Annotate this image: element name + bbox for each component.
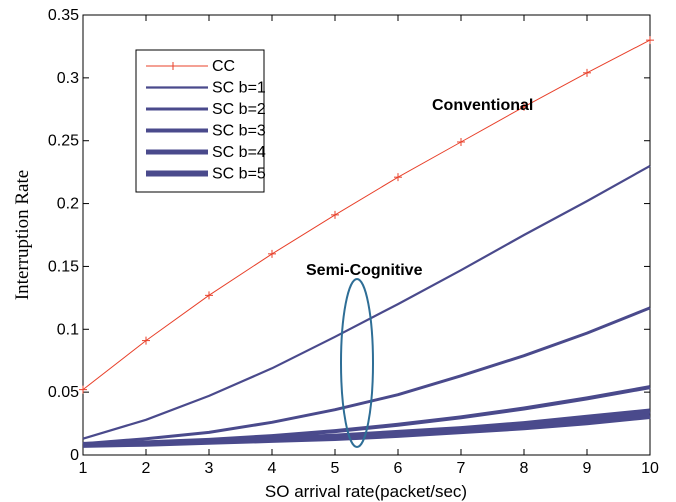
legend-box: [135, 49, 265, 193]
legend-label: SC b=5: [212, 166, 266, 183]
cc-point-marker: [457, 137, 465, 146]
series-line-sc-b-1: [82, 164, 651, 440]
cc-point-marker: [583, 68, 591, 77]
annotation-semi-cognitive: Semi-Cognitive: [306, 262, 423, 279]
y-tick-label: 0.2: [57, 196, 79, 213]
cc-point-marker: [142, 336, 150, 345]
x-tick-label: 1: [79, 460, 88, 477]
x-tick-label: 4: [268, 460, 277, 477]
series-line-cc: [82, 39, 651, 390]
cc-point-marker: [268, 249, 276, 258]
cc-point-marker: [331, 210, 339, 219]
series-line-sc-b-2: [82, 306, 651, 446]
legend-label: SC b=3: [212, 123, 266, 140]
cc-point-marker: [646, 36, 654, 45]
legend-item: SC b=1: [146, 80, 266, 97]
legend-label: SC b=1: [212, 80, 266, 97]
legend-item: CC: [146, 58, 235, 75]
x-axis: 1 2 3 4 5 6 7 8 9 10: [79, 15, 659, 477]
y-axis: 0 0.05 0.1 0.15 0.2 0.25 0.3 0.35: [48, 7, 650, 464]
cc-point-marker: [205, 291, 213, 300]
series-layer: [79, 36, 654, 448]
legend-item: SC b=2: [146, 101, 266, 118]
legend-label: CC: [212, 58, 235, 75]
series-line-sc-b-5: [82, 413, 651, 448]
cc-point-marker: [520, 102, 528, 111]
legend-item: SC b=4: [146, 144, 266, 161]
y-tick-label: 0: [70, 447, 79, 464]
y-tick-label: 0.05: [48, 384, 79, 401]
x-tick-label: 7: [457, 460, 466, 477]
annotation-conventional: Conventional: [432, 97, 533, 114]
x-tick-label: 8: [520, 460, 529, 477]
legend-item: SC b=3: [146, 123, 266, 140]
legend-label: SC b=4: [212, 144, 266, 161]
x-tick-label: 10: [641, 460, 659, 477]
legend-label: SC b=2: [212, 101, 266, 118]
y-tick-label: 0.1: [57, 321, 79, 338]
y-tick-label: 0.25: [48, 133, 79, 150]
x-tick-label: 3: [205, 460, 214, 477]
y-tick-label: 0.35: [48, 7, 79, 24]
x-tick-label: 5: [331, 460, 340, 477]
legend-item: SC b=5: [146, 166, 266, 183]
x-tick-label: 9: [583, 460, 592, 477]
y-tick-label: 0.15: [48, 258, 79, 275]
semi-cognitive-ellipse: [340, 278, 374, 448]
y-tick-label: 0.3: [57, 70, 79, 87]
x-tick-label: 2: [142, 460, 151, 477]
legend: CC SC b=1 SC b=2 SC b=3 SC b=4 SC b=5: [135, 49, 266, 193]
x-axis-label: SO arrival rate(packet/sec): [265, 482, 467, 501]
cc-point-marker: [394, 173, 402, 182]
y-axis-label: Interruption Rate: [12, 170, 33, 300]
x-tick-label: 6: [394, 460, 403, 477]
cc-point-marker: [79, 385, 87, 394]
